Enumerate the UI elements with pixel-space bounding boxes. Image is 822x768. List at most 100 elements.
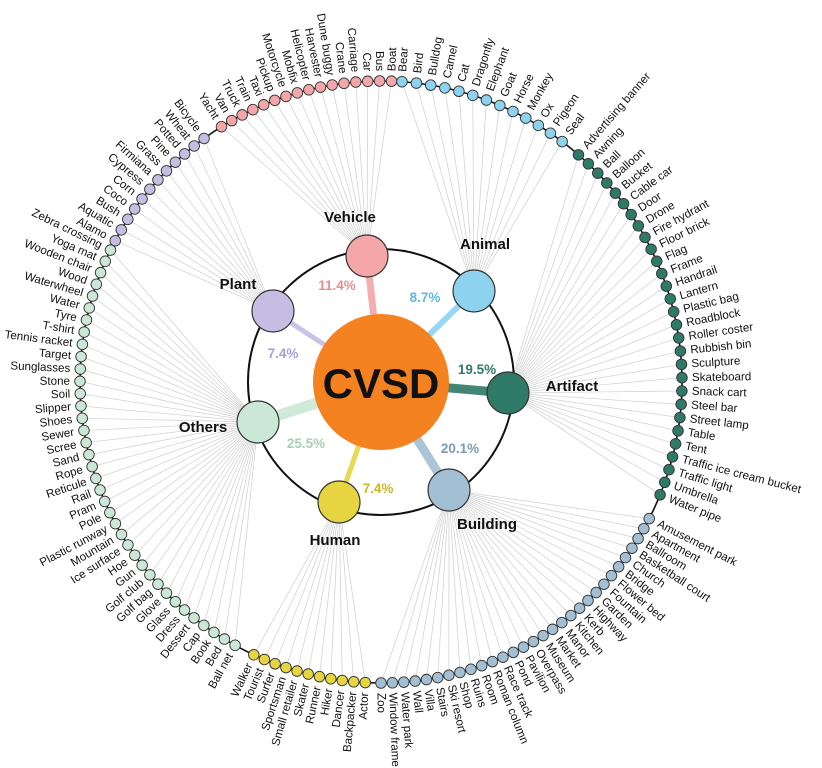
leaf-node bbox=[359, 676, 371, 689]
leaf-node bbox=[303, 84, 315, 96]
leaf-link bbox=[331, 84, 368, 257]
leaf-node bbox=[188, 140, 200, 152]
leaf-node bbox=[385, 75, 398, 87]
leaf-node bbox=[169, 156, 182, 168]
leaf-node bbox=[573, 602, 586, 614]
leaf-node bbox=[80, 436, 92, 449]
leaf-node bbox=[236, 109, 248, 121]
leaf-label: Dancer bbox=[330, 689, 348, 728]
leaf-node bbox=[517, 641, 530, 653]
leaf-node bbox=[475, 659, 488, 672]
leaf-node bbox=[486, 655, 499, 668]
leaf-node bbox=[76, 338, 89, 351]
leaf-link bbox=[507, 260, 658, 394]
leaf-node bbox=[373, 75, 386, 87]
leaf-link bbox=[285, 501, 340, 668]
leaf-node bbox=[619, 551, 632, 564]
leaf-node bbox=[78, 424, 90, 437]
leaf-node bbox=[75, 400, 87, 412]
leaf-node bbox=[409, 675, 421, 687]
leaf-node bbox=[670, 319, 683, 331]
leaf-label: Table bbox=[687, 426, 716, 443]
leaf-link bbox=[507, 203, 624, 394]
leaf-label: Car bbox=[360, 52, 374, 71]
leaf-link bbox=[80, 393, 259, 423]
leaf-link bbox=[507, 173, 599, 394]
leaf-label: Bird bbox=[411, 52, 426, 74]
leaf-node bbox=[280, 661, 292, 674]
leaf-link bbox=[252, 109, 368, 257]
leaf-link bbox=[115, 240, 274, 312]
leaf-link bbox=[448, 489, 639, 539]
leaf-node bbox=[144, 569, 156, 581]
leaf-node bbox=[674, 345, 687, 357]
leaf-node bbox=[336, 674, 348, 687]
leaf-node bbox=[74, 363, 87, 375]
leaf-node bbox=[605, 569, 618, 582]
leaf-link bbox=[355, 82, 368, 257]
leaf-link bbox=[231, 120, 368, 257]
leaf-node bbox=[90, 278, 103, 291]
leaf-node bbox=[601, 177, 613, 189]
leaf-link bbox=[507, 377, 683, 394]
leaf-label: Boat bbox=[385, 46, 399, 71]
leaf-link bbox=[149, 421, 259, 576]
leaf-link bbox=[448, 489, 597, 593]
leaf-node bbox=[178, 148, 191, 160]
leaf-link bbox=[507, 154, 579, 394]
leaf-node bbox=[666, 451, 679, 463]
leaf-link bbox=[110, 249, 259, 423]
leaf-label: Sewer bbox=[41, 426, 76, 444]
leaf-link bbox=[437, 489, 450, 678]
leaf-node bbox=[122, 213, 134, 226]
leaf-node bbox=[291, 87, 304, 99]
leaf-link bbox=[507, 273, 663, 394]
leaf-node bbox=[169, 595, 182, 608]
leaf-link bbox=[448, 489, 612, 576]
leaf-link bbox=[115, 421, 259, 525]
center-label: CVSD bbox=[323, 360, 440, 407]
leaf-node bbox=[208, 626, 220, 639]
leaf-link bbox=[330, 501, 340, 679]
leaf-link bbox=[458, 91, 475, 292]
leaf-node bbox=[592, 167, 604, 179]
leaf-link bbox=[507, 324, 677, 394]
leaf-link bbox=[448, 489, 580, 609]
leaf-link bbox=[448, 489, 605, 585]
leaf-link bbox=[166, 170, 274, 312]
leaf-link bbox=[448, 489, 504, 658]
leaf-link bbox=[473, 105, 501, 292]
leaf-node bbox=[218, 633, 231, 645]
leaf-label: Soil bbox=[51, 388, 71, 402]
category-node-human bbox=[317, 480, 361, 524]
leaf-node bbox=[188, 612, 200, 624]
leaf-link bbox=[444, 87, 475, 292]
leaf-link bbox=[507, 392, 670, 471]
leaf-link bbox=[507, 392, 661, 496]
leaf-link bbox=[134, 208, 274, 312]
leaf-link bbox=[507, 392, 680, 418]
leaf-node bbox=[664, 293, 677, 305]
leaf-link bbox=[366, 80, 380, 257]
leaf-link bbox=[308, 89, 368, 257]
leaf-node bbox=[152, 174, 164, 186]
leaf-label: Backpacker bbox=[341, 691, 359, 753]
leaf-node bbox=[99, 255, 112, 268]
leaf-link bbox=[203, 421, 259, 626]
leaf-link bbox=[473, 111, 514, 292]
leaf-link bbox=[193, 421, 259, 618]
leaf-label: Tent bbox=[684, 440, 709, 457]
leaf-node bbox=[625, 208, 637, 221]
leaf-link bbox=[448, 489, 644, 530]
leaf-node bbox=[507, 646, 520, 659]
leaf-link bbox=[99, 421, 259, 491]
category-percent-animal: 8.7% bbox=[410, 290, 441, 305]
leaf-link bbox=[448, 489, 493, 662]
leaf-label: Bulldog bbox=[426, 36, 445, 76]
leaf-link bbox=[507, 225, 639, 394]
leaf-node bbox=[638, 522, 650, 535]
leaf-link bbox=[403, 489, 450, 683]
leaf-link bbox=[507, 237, 646, 394]
leaf-link bbox=[426, 489, 450, 680]
